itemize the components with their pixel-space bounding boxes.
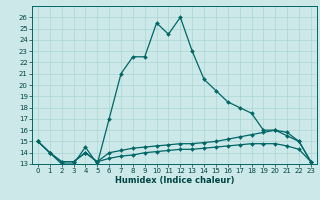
X-axis label: Humidex (Indice chaleur): Humidex (Indice chaleur) [115, 176, 234, 185]
